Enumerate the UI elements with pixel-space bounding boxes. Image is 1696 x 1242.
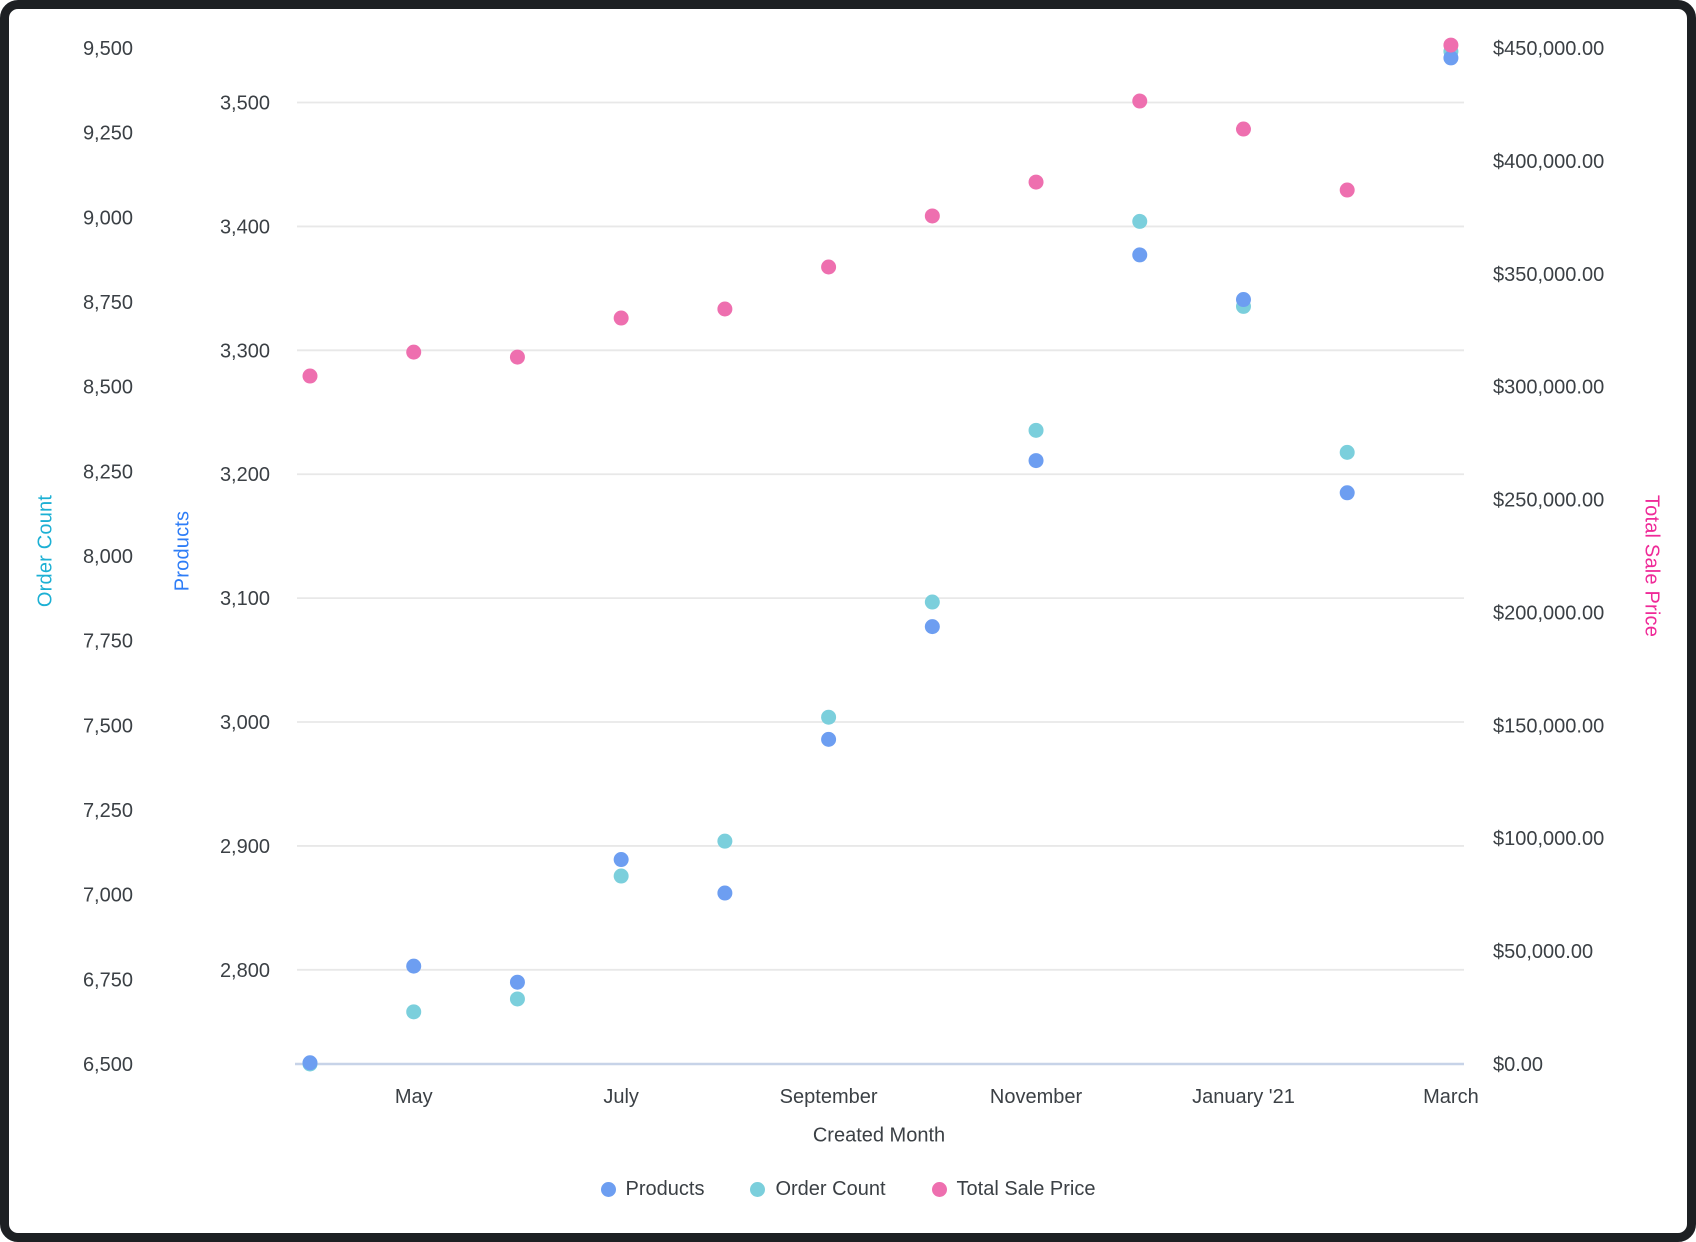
y-tick-label-total-sale-price: $200,000.00: [1493, 602, 1604, 624]
legend-label-order-count: Order Count: [775, 1178, 886, 1200]
data-point-total-sale-price[interactable]: [924, 208, 940, 224]
legend-label-total-sale-price: Total Sale Price: [956, 1178, 1096, 1200]
y-tick-label-order-count: 8,250: [83, 461, 133, 483]
data-point-total-sale-price[interactable]: [1132, 93, 1148, 109]
data-point-order-count[interactable]: [1339, 444, 1355, 460]
data-point-total-sale-price[interactable]: [1028, 174, 1044, 190]
data-point-total-sale-price[interactable]: [1443, 37, 1459, 53]
y-tick-label-order-count: 8,000: [83, 546, 133, 568]
y-tick-label-total-sale-price: $0.00: [1493, 1054, 1543, 1076]
y-tick-label-total-sale-price: $300,000.00: [1493, 377, 1604, 399]
data-point-order-count[interactable]: [1132, 213, 1148, 229]
data-point-order-count[interactable]: [1028, 422, 1044, 438]
legend-item-total-sale-price[interactable]: Total Sale Price: [931, 1178, 1096, 1201]
data-point-products[interactable]: [924, 619, 940, 635]
legend: Products Order Count Total Sale Price: [0, 1178, 1696, 1201]
y-tick-label-order-count: 7,750: [83, 631, 133, 653]
data-point-order-count[interactable]: [821, 709, 837, 725]
y-tick-label-order-count: 7,500: [83, 715, 133, 737]
data-point-total-sale-price[interactable]: [717, 301, 733, 317]
legend-item-products[interactable]: Products: [600, 1178, 705, 1201]
x-tick-label: March: [1423, 1086, 1479, 1108]
y-tick-label-order-count: 9,250: [83, 123, 133, 145]
x-axis-title: Created Month: [812, 1124, 946, 1147]
y-tick-label-order-count: 8,500: [83, 377, 133, 399]
data-point-total-sale-price[interactable]: [1235, 121, 1251, 137]
y-tick-label-total-sale-price: $50,000.00: [1493, 941, 1593, 963]
legend-swatch-total-sale-price-icon: [931, 1182, 947, 1197]
x-tick-label: January '21: [1192, 1086, 1295, 1108]
data-point-products[interactable]: [509, 974, 525, 990]
data-point-products[interactable]: [717, 885, 733, 901]
data-point-products[interactable]: [406, 958, 422, 974]
data-point-order-count[interactable]: [717, 833, 733, 849]
data-point-total-sale-price[interactable]: [1339, 182, 1355, 198]
x-tick-label: May: [395, 1086, 433, 1108]
data-point-products[interactable]: [1235, 292, 1251, 308]
y-tick-label-order-count: 7,000: [83, 885, 133, 907]
x-tick-label: November: [990, 1086, 1083, 1108]
y-tick-label-total-sale-price: $350,000.00: [1493, 264, 1604, 286]
data-point-products[interactable]: [1339, 485, 1355, 501]
y-tick-label-total-sale-price: $150,000.00: [1493, 715, 1604, 737]
data-point-products[interactable]: [1132, 247, 1148, 263]
data-point-products[interactable]: [613, 852, 629, 868]
y-tick-label-total-sale-price: $250,000.00: [1493, 490, 1604, 512]
data-point-total-sale-price[interactable]: [509, 349, 525, 365]
data-point-total-sale-price[interactable]: [613, 310, 629, 326]
y-tick-label-total-sale-price: $400,000.00: [1493, 151, 1604, 173]
data-point-order-count[interactable]: [613, 868, 629, 884]
y-axis-title-products: Products: [171, 510, 194, 592]
legend-swatch-products-icon: [600, 1182, 616, 1197]
legend-swatch-order-count-icon: [750, 1182, 766, 1197]
data-point-total-sale-price[interactable]: [302, 368, 318, 384]
legend-label-products: Products: [625, 1178, 705, 1200]
y-axis-title-order-count: Order Count: [34, 494, 57, 608]
y-tick-label-order-count: 8,750: [83, 292, 133, 314]
data-point-total-sale-price[interactable]: [406, 344, 422, 360]
y-tick-label-products: 3,500: [220, 93, 270, 115]
y-tick-label-order-count: 9,500: [83, 38, 133, 60]
y-tick-label-order-count: 7,250: [83, 800, 133, 822]
y-tick-label-products: 2,800: [220, 960, 270, 982]
x-tick-label: September: [780, 1086, 878, 1108]
y-tick-label-products: 2,900: [220, 836, 270, 858]
y-tick-label-order-count: 6,750: [83, 969, 133, 991]
data-point-total-sale-price[interactable]: [821, 259, 837, 275]
y-tick-label-products: 3,400: [220, 216, 270, 238]
data-point-order-count[interactable]: [509, 991, 525, 1007]
y-tick-label-products: 3,200: [220, 464, 270, 486]
y-tick-label-products: 3,300: [220, 340, 270, 362]
data-point-order-count[interactable]: [924, 594, 940, 610]
data-point-products[interactable]: [1443, 50, 1459, 66]
y-tick-label-products: 3,100: [220, 588, 270, 610]
data-point-order-count[interactable]: [406, 1004, 422, 1020]
y-tick-label-total-sale-price: $100,000.00: [1493, 828, 1604, 850]
y-tick-label-order-count: 6,500: [83, 1054, 133, 1076]
y-tick-label-products: 3,000: [220, 712, 270, 734]
x-tick-label: July: [603, 1086, 639, 1108]
data-point-products[interactable]: [1028, 453, 1044, 469]
y-tick-label-order-count: 9,000: [83, 207, 133, 229]
data-point-products[interactable]: [821, 731, 837, 747]
legend-item-order-count[interactable]: Order Count: [750, 1178, 886, 1201]
y-tick-label-total-sale-price: $450,000.00: [1493, 38, 1604, 60]
y-axis-title-total-sale-price: Total Sale Price: [1640, 494, 1663, 638]
data-point-products[interactable]: [302, 1055, 318, 1071]
